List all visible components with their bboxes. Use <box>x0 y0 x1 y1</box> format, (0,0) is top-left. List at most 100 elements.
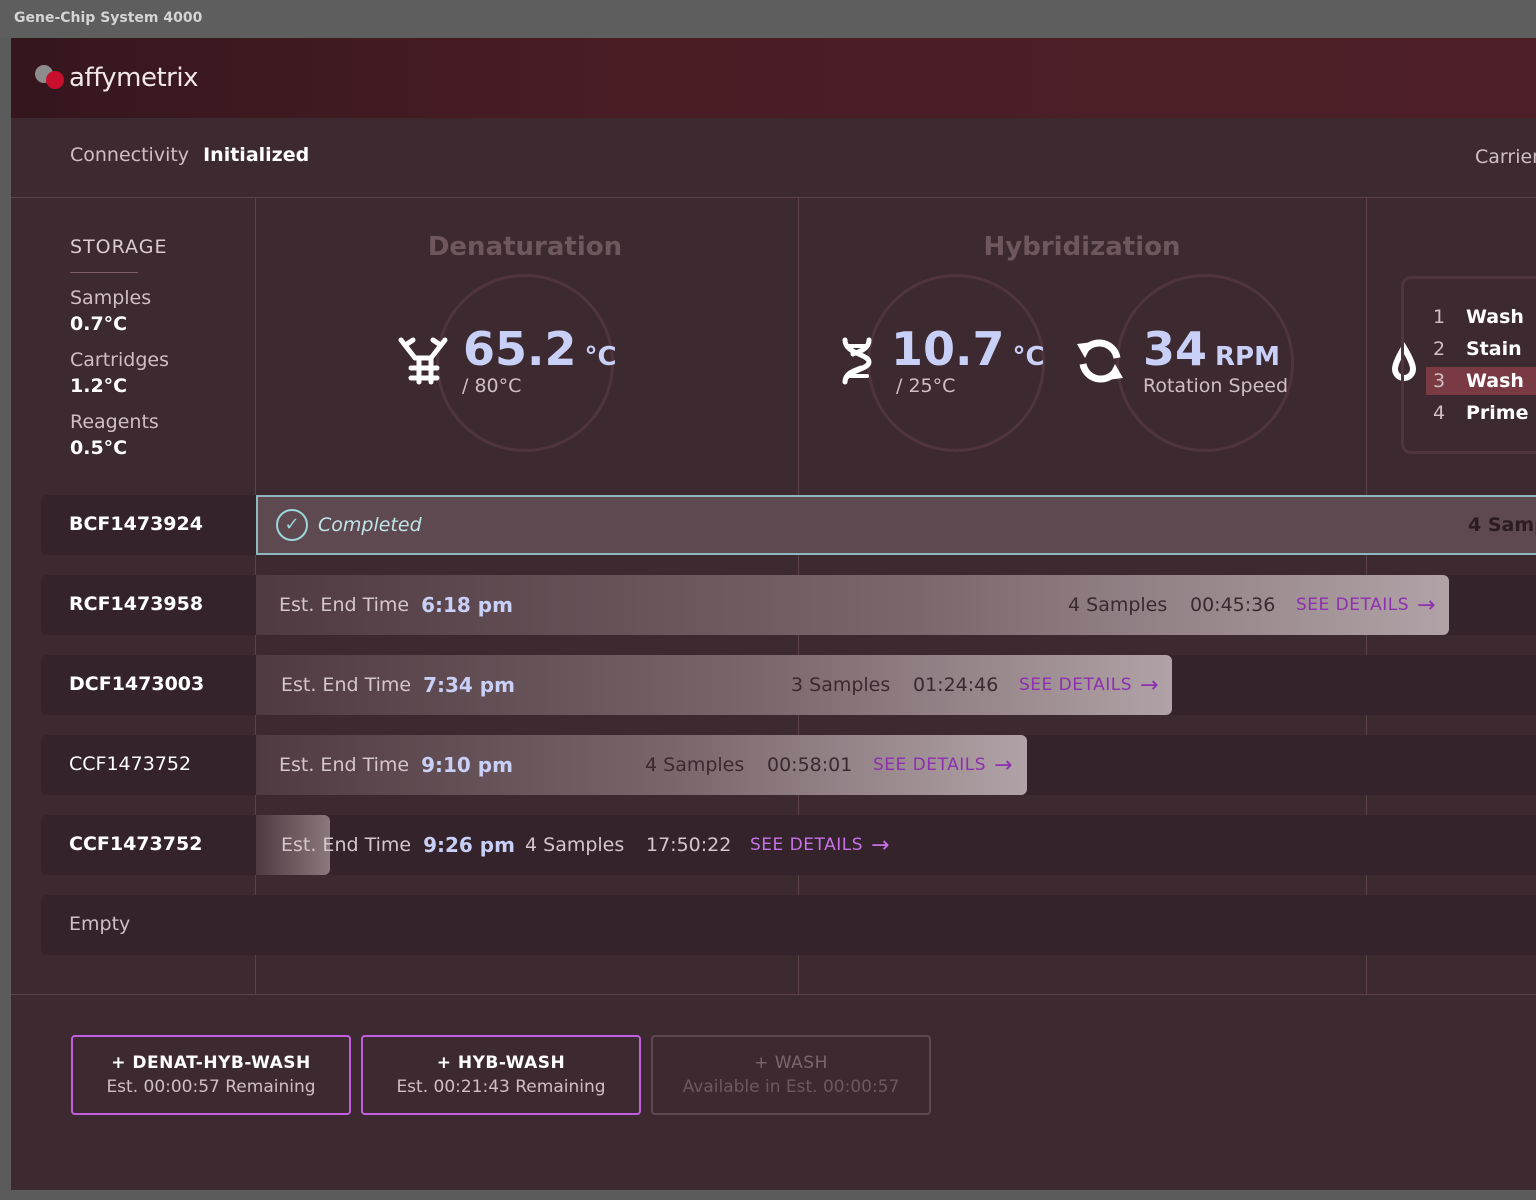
see-details-link[interactable]: SEE DETAILS → <box>750 815 890 875</box>
completed-bar[interactable]: ✓ Completed 4 Samp <box>256 495 1536 555</box>
progress-bar <box>256 815 330 875</box>
logo-text: affymetrix <box>69 63 199 93</box>
end-time-value: 6:18 pm <box>421 593 513 617</box>
rotation-speed-ring <box>1116 274 1294 452</box>
end-time: Est. End Time 9:26 pm <box>281 815 515 875</box>
end-time: Est. End Time 7:34 pm <box>281 655 515 715</box>
cartridge-empty-label: Empty <box>69 913 131 935</box>
arrow-right-icon: → <box>1139 672 1159 698</box>
add-hyb-wash-button[interactable]: + HYB-WASH Est. 00:21:43 Remaining <box>361 1035 641 1115</box>
storage-item-name: Cartridges <box>70 349 169 371</box>
connectivity-value: Initialized <box>203 144 310 166</box>
cartridge-id: RCF1473958 <box>69 593 204 615</box>
action-availability: Available in Est. 00:00:57 <box>682 1077 900 1097</box>
denaturation-gauge-ring <box>436 274 614 452</box>
denature-icon <box>398 337 448 385</box>
cartridge-id-row-2[interactable]: RCF1473958 <box>41 575 256 635</box>
cartridge-id-row-4[interactable]: CCF1473752 <box>41 735 256 795</box>
connectivity-label: Connectivity <box>70 144 190 166</box>
denaturation-temp: 65.2 °C <box>463 322 617 376</box>
action-label: + DENAT-HYB-WASH <box>111 1053 311 1073</box>
progress-bar <box>256 655 1172 715</box>
affymetrix-logo: affymetrix <box>35 60 199 96</box>
end-time-label: Est. End Time <box>279 754 410 776</box>
storage-title: STORAGE <box>70 236 168 258</box>
hybridization-temp: 10.7 °C <box>891 322 1045 376</box>
logo-mark-icon <box>35 63 67 93</box>
check-circle-icon: ✓ <box>276 509 308 541</box>
window-title: Gene-Chip System 4000 <box>14 10 203 26</box>
storage-panel: STORAGE Samples 0.7°C Cartridges 1.2°C R… <box>70 236 250 471</box>
wash-step-3-active: 3 Wash <box>1426 367 1536 395</box>
action-label: + WASH <box>754 1053 828 1073</box>
storage-item-temp: 1.2°C <box>70 375 128 397</box>
action-label: + HYB-WASH <box>436 1053 566 1073</box>
duration: 00:58:01 <box>767 754 853 776</box>
storage-item-name: Reagents <box>70 411 159 433</box>
wash-step-2: 2 Stain <box>1426 335 1536 363</box>
hybridization-temp-unit: °C <box>1012 342 1045 372</box>
end-time-label: Est. End Time <box>281 674 412 696</box>
action-remaining: Est. 00:21:43 Remaining <box>396 1077 606 1097</box>
storage-item-cartridges: Cartridges 1.2°C <box>70 347 250 399</box>
cartridge-id: DCF1473003 <box>69 673 205 695</box>
action-remaining: Est. 00:00:57 Remaining <box>106 1077 316 1097</box>
rotation-speed-unit: RPM <box>1215 342 1280 372</box>
dna-icon <box>842 337 872 385</box>
rotation-speed: 34 RPM <box>1143 322 1280 376</box>
connectivity-status: Connectivity Initialized <box>70 144 309 166</box>
see-details-label: SEE DETAILS <box>1019 675 1132 695</box>
storage-item-samples: Samples 0.7°C <box>70 285 250 337</box>
samples-count: 4 Samples <box>1068 594 1168 616</box>
see-details-link[interactable]: SEE DETAILS → <box>1019 655 1159 715</box>
see-details-link[interactable]: SEE DETAILS → <box>873 735 1013 795</box>
divider <box>11 197 1536 198</box>
add-denat-hyb-wash-button[interactable]: + DENAT-HYB-WASH Est. 00:00:57 Remaining <box>71 1035 351 1115</box>
app-header: affymetrix <box>11 38 1536 118</box>
hybridization-title: Hybridization <box>983 232 1181 262</box>
cartridge-id-row-5[interactable]: CCF1473752 <box>41 815 256 875</box>
add-wash-button[interactable]: + WASH Available in Est. 00:00:57 <box>651 1035 931 1115</box>
arrow-right-icon: → <box>870 832 890 858</box>
cartridge-id-row-1[interactable]: BCF1473924 <box>41 495 256 555</box>
hybridization-temp-value: 10.7 <box>891 322 1005 376</box>
wash-step-name: Wash <box>1466 370 1524 392</box>
progress-track <box>256 815 1536 875</box>
carrier-label: Carrier <box>1475 146 1536 168</box>
samples-count: 3 Samples <box>791 674 891 696</box>
storage-rule <box>70 272 138 273</box>
cartridge-id-row-3[interactable]: DCF1473003 <box>41 655 256 715</box>
hybridization-target: / 25°C <box>896 375 956 397</box>
end-time-value: 7:34 pm <box>423 673 515 697</box>
duration: 01:24:46 <box>913 674 999 696</box>
wash-step-name: Wash <box>1466 306 1524 328</box>
rotation-speed-label: Rotation Speed <box>1143 375 1289 397</box>
window-titlebar: Gene-Chip System 4000 <box>0 0 1536 38</box>
progress-track <box>256 895 1536 955</box>
storage-item-name: Samples <box>70 287 152 309</box>
wash-step-number: 3 <box>1432 370 1446 392</box>
arrow-right-icon: → <box>993 752 1013 778</box>
end-time: Est. End Time 9:10 pm <box>279 735 513 795</box>
cartridge-id: CCF1473752 <box>69 833 203 855</box>
storage-item-temp: 0.7°C <box>70 313 128 335</box>
denaturation-temp-unit: °C <box>584 342 617 372</box>
rotation-icon <box>1077 339 1123 383</box>
end-time-label: Est. End Time <box>279 594 410 616</box>
see-details-label: SEE DETAILS <box>1296 595 1409 615</box>
cartridge-id-row-6[interactable]: Empty <box>41 895 256 955</box>
wash-step-name: Prime <box>1466 402 1529 424</box>
end-time-label: Est. End Time <box>281 834 412 856</box>
cartridge-id: BCF1473924 <box>69 513 203 535</box>
completed-samples: 4 Samp <box>1468 514 1536 536</box>
divider <box>11 994 1536 995</box>
wash-steps-panel <box>1401 276 1536 454</box>
denaturation-temp-value: 65.2 <box>463 322 577 376</box>
cartridge-id: CCF1473752 <box>69 753 192 775</box>
wash-step-4: 4 Prime <box>1426 399 1536 427</box>
progress-bar <box>256 575 1449 635</box>
see-details-label: SEE DETAILS <box>750 835 863 855</box>
see-details-link[interactable]: SEE DETAILS → <box>1296 575 1436 635</box>
storage-item-reagents: Reagents 0.5°C <box>70 409 250 461</box>
samples-count: 4 Samples <box>525 834 625 856</box>
